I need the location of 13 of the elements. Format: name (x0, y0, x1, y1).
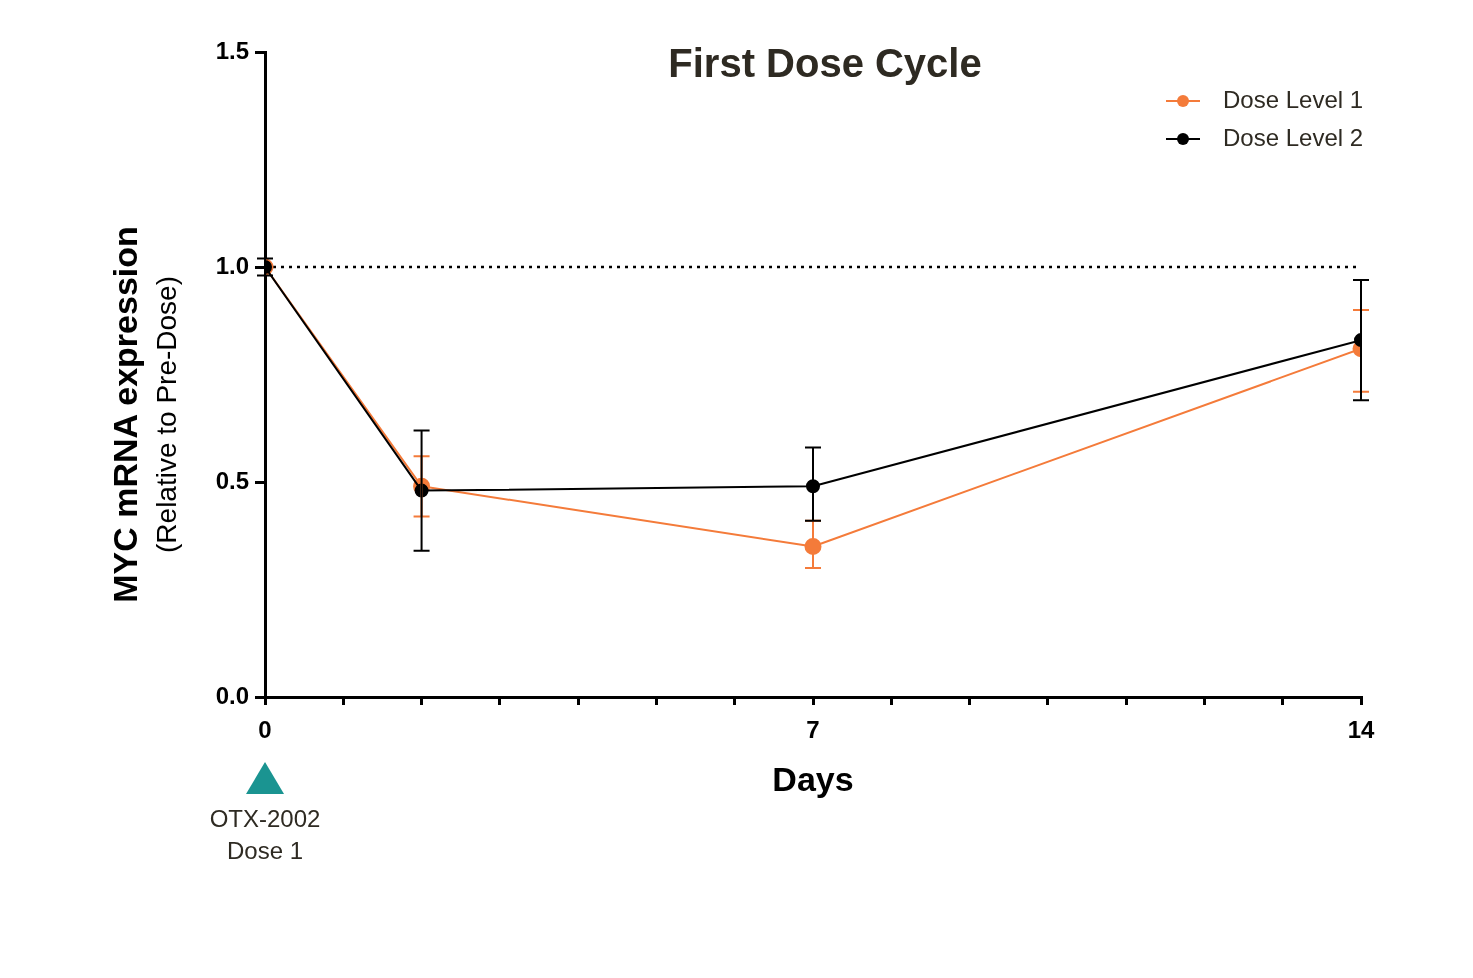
legend-label: Dose Level 2 (1223, 123, 1364, 151)
y-tick-label: 0.0 (215, 681, 249, 709)
chart-title: First Dose Cycle (668, 41, 982, 86)
y-tick-label: 1.0 (215, 251, 249, 279)
y-tick-label: 0.5 (215, 466, 249, 494)
y-axis-title: MYC mRNA expression (Relative to Pre-Dose) (106, 226, 182, 603)
legend-label: Dose Level 1 (1223, 85, 1364, 113)
y-tick-label: 1.5 (215, 36, 249, 64)
text: OTX-2002 Dose 1 (209, 804, 321, 864)
x-tick-label: 7 (806, 716, 820, 744)
x-tick-label: 0 (258, 716, 272, 744)
x-axis-title: Days (772, 760, 854, 799)
x-tick-label: 14 (1347, 716, 1375, 744)
